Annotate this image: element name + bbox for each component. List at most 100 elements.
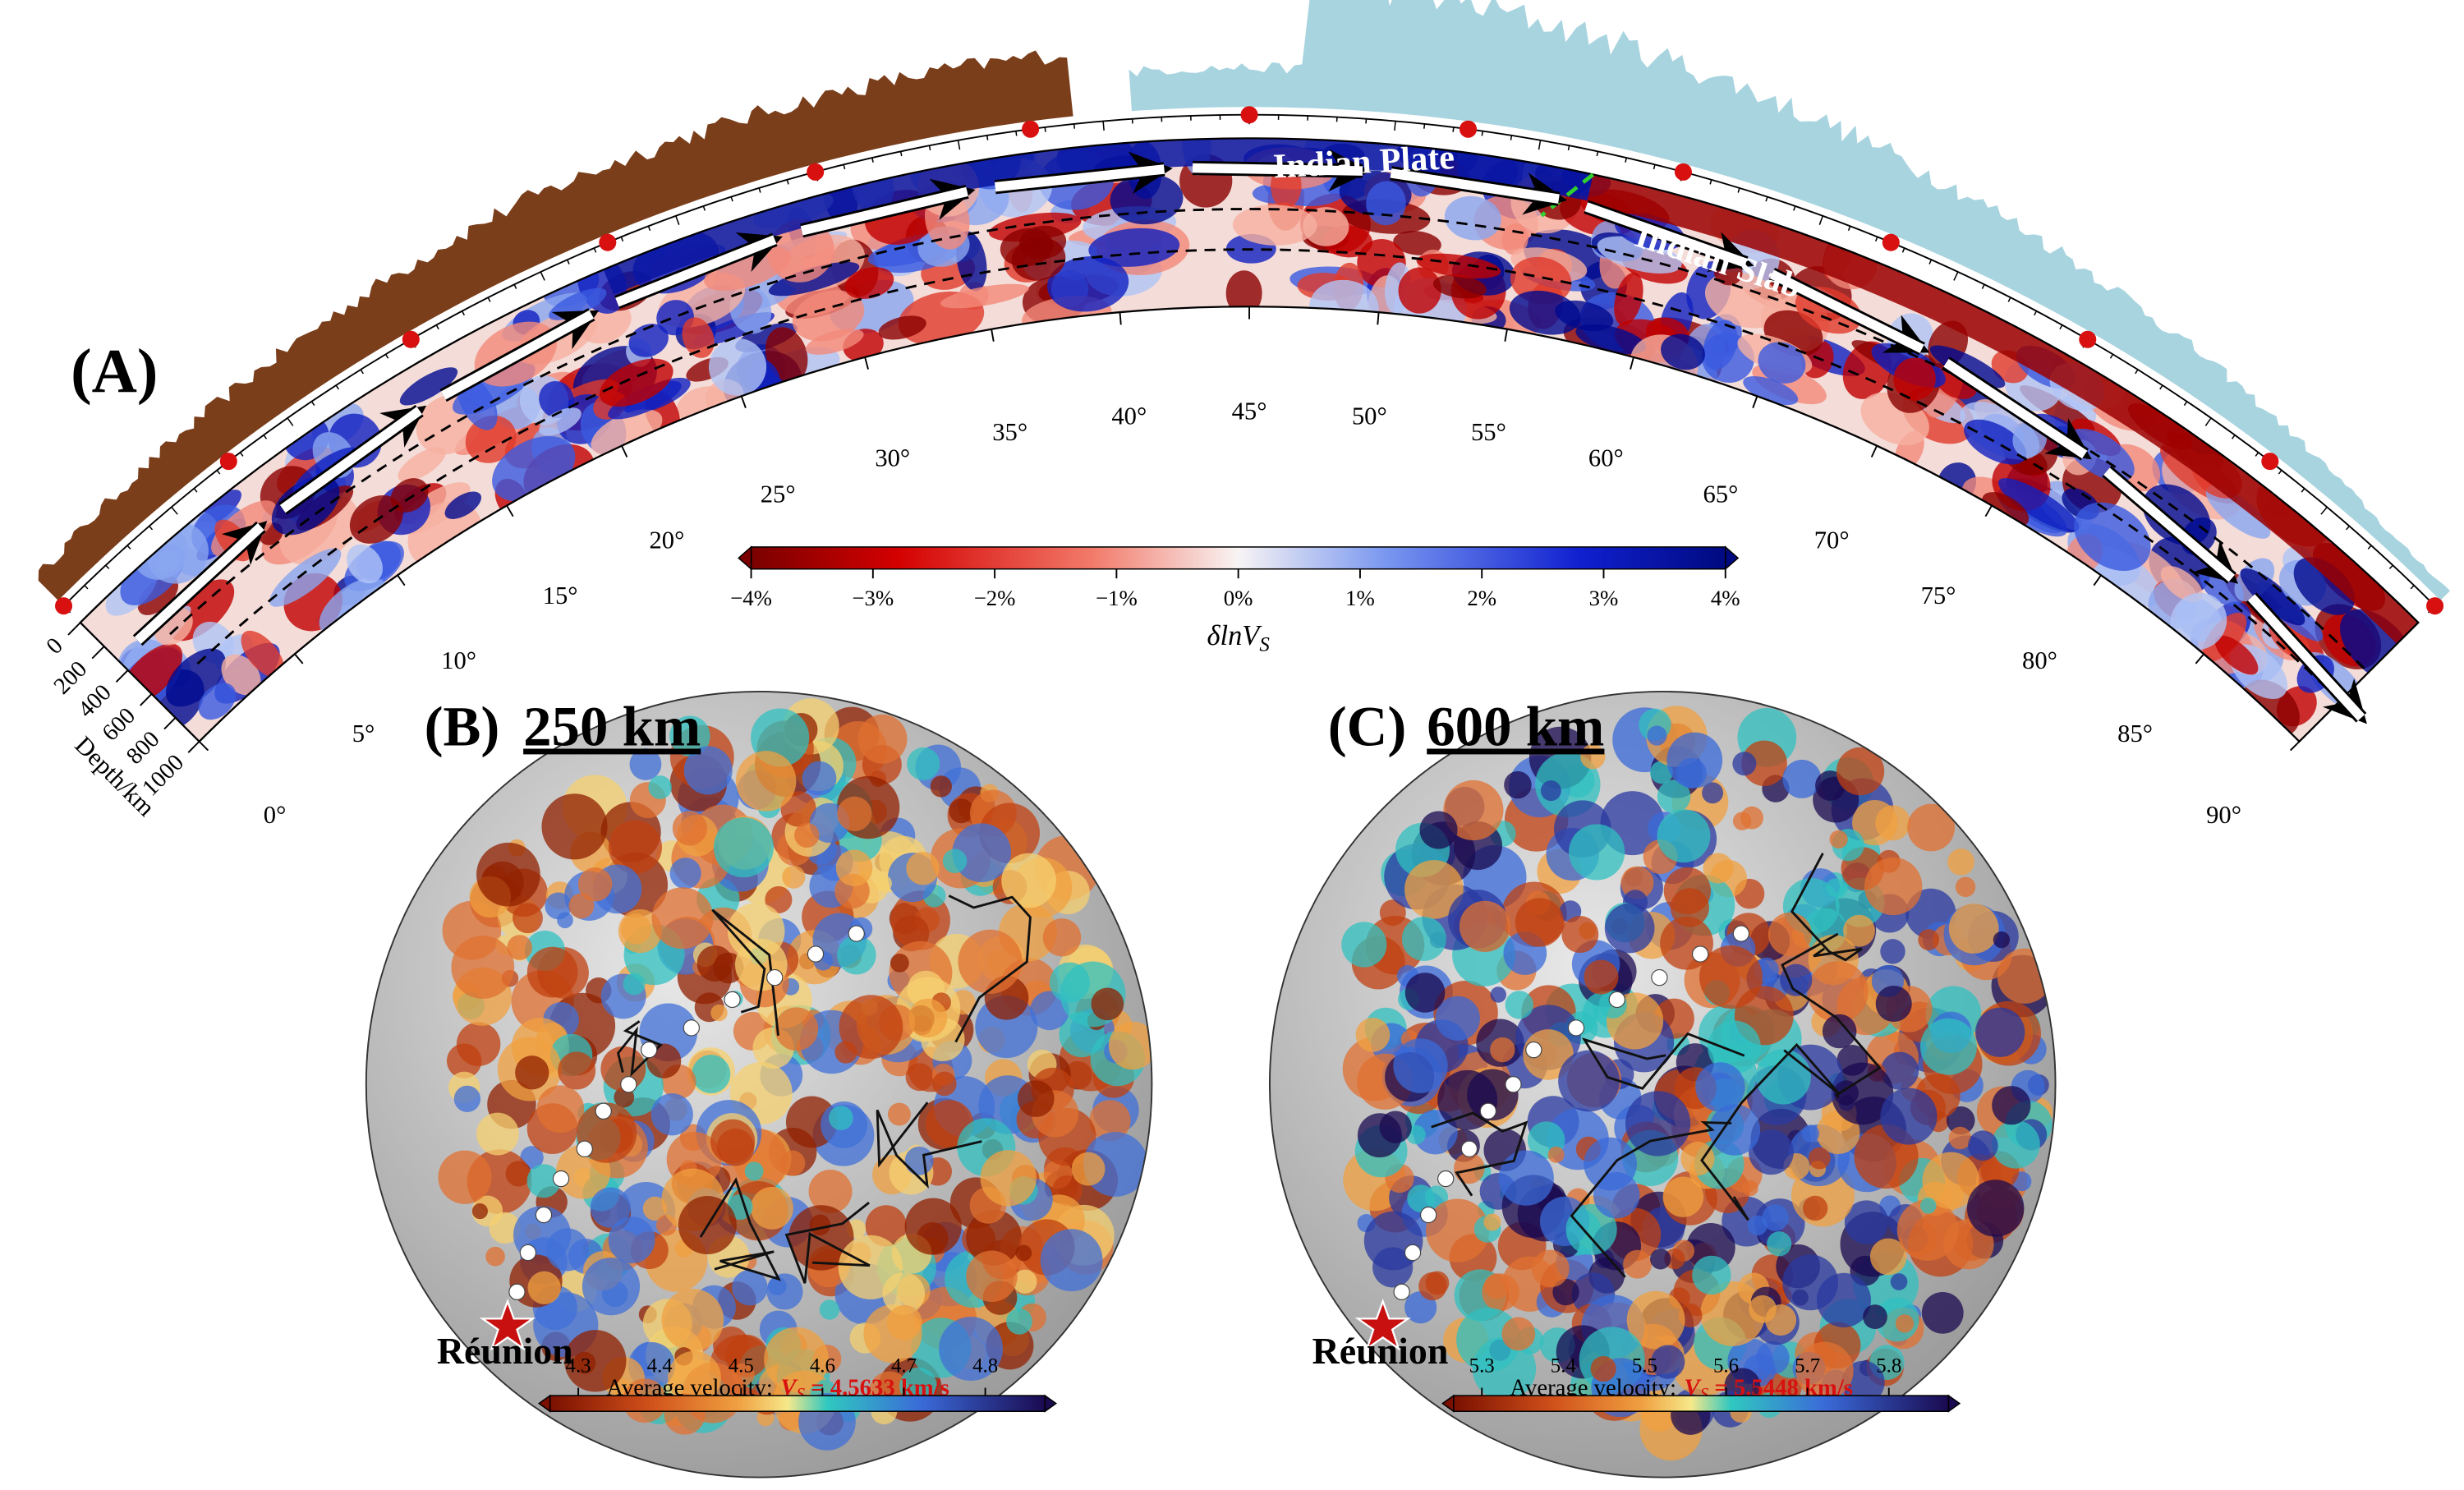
velocity-anomaly [1795,1341,1854,1400]
velocity-anomaly [1822,1014,1857,1049]
degree-label: 35° [992,418,1027,446]
velocity-anomaly [599,358,673,407]
degree-label: 50° [1352,402,1387,430]
velocity-anomaly [1948,1126,1972,1150]
ring-tick [335,384,339,390]
velocity-anomaly [1808,1147,1831,1170]
velocity-anomaly [1015,1244,1032,1262]
velocity-anomaly [1993,931,2011,949]
degree-tick [1119,311,1122,325]
ring-tick [1452,126,1455,132]
ring-tick [2109,353,2114,359]
topography [38,50,1073,600]
depth-tick [163,717,177,730]
plate-boundary [617,1020,664,1078]
flow-arrow [995,164,1165,192]
track-dot [848,925,865,942]
colorbar-tick-label: 5.4 [1551,1354,1577,1377]
colorbar-tick-label: 5.6 [1713,1354,1739,1377]
velocity-anomaly [451,936,515,999]
velocity-anomaly [1657,809,1711,863]
velocity-anomaly [932,1071,957,1097]
velocity-anomaly [1997,478,2080,532]
velocity-anomaly [1091,987,1124,1021]
ring-tick [287,417,294,426]
velocity-anomaly [669,715,710,756]
station-dot [402,330,420,348]
degree-label: 55° [1471,418,1506,446]
velocity-anomaly [1407,1184,1435,1212]
velocity-anomaly [1575,324,1647,355]
ring-tick [647,226,651,232]
velocity-anomaly [1379,1111,1412,1143]
flow-arrow [440,310,595,400]
velocity-anomaly [623,973,646,996]
velocity-anomaly [1968,1130,1998,1161]
velocity-anomaly [444,491,482,519]
velocity-anomaly [241,630,285,678]
ring-tick [1928,259,1933,264]
ring-tick [149,526,154,531]
velocity-anomaly [713,817,774,878]
velocity-anomaly [966,1209,1023,1266]
colorbar-tick-label: −4% [730,586,772,610]
velocity-anomaly [1651,1345,1685,1379]
velocity-anomaly [835,849,873,886]
velocity-anomaly [1393,1038,1448,1093]
colorbar-tick-label: 4.5 [729,1354,754,1377]
colorbar-tick-label: 4.8 [972,1354,998,1377]
track-dot [724,991,741,1009]
velocity-anomaly [1001,853,1056,908]
track-dot [1479,1102,1497,1120]
velocity-anomaly [708,338,767,396]
ring-tick [786,179,789,185]
velocity-anomaly [557,912,573,929]
velocity-anomaly [837,796,872,832]
globe [365,691,1152,1478]
velocity-anomaly [1743,376,1799,406]
flow-arrow [1943,358,2088,459]
velocity-anomaly [651,887,714,950]
velocity-anomaly [1921,1291,1964,1334]
degree-tick [2195,653,2204,665]
flow-arrow [800,186,968,236]
velocity-anomaly [1780,963,1813,996]
velocity-anomaly [1017,1080,1055,1117]
velocity-anomaly [1459,900,1511,952]
colorbar-tick-label: 4.4 [647,1354,673,1377]
track-dot [1460,1140,1478,1157]
colorbar-tick-label: −3% [852,586,894,610]
velocity-anomaly [1435,996,1480,1042]
track-dot [1651,969,1668,986]
ring-tick [540,271,545,281]
velocity-anomaly [906,851,940,885]
velocity-anomaly [1088,228,1180,267]
velocity-anomaly [878,315,926,340]
velocity-anomaly [1303,207,1349,246]
velocity-anomaly [1907,803,1956,852]
velocity-anomaly [1919,1018,1977,1075]
velocity-anomaly [905,1063,934,1092]
degree-tick [1504,329,1508,342]
velocity-anomaly [2205,485,2271,539]
velocity-anomaly [764,1327,829,1392]
velocity-anomaly [221,654,261,696]
velocity-anomaly [1404,973,1446,1013]
ring-tick [360,369,364,375]
ring-tick [126,545,131,550]
ring-tick [2059,324,2063,330]
velocity-anomaly [1225,270,1262,316]
colorbar [750,546,1726,570]
section-outline [79,137,2420,743]
velocity-anomaly [476,842,540,907]
velocity-anomaly [1419,811,1458,849]
velocity-anomaly [1767,1231,1792,1257]
velocity-anomaly [648,775,672,799]
velocity-anomaly [1498,1150,1554,1206]
velocity-anomaly [949,798,974,824]
velocity-subscript: S [797,1384,806,1404]
ring-tick [1538,140,1542,150]
flow-arrow [615,235,777,307]
velocity-anomaly [1505,991,1533,1019]
